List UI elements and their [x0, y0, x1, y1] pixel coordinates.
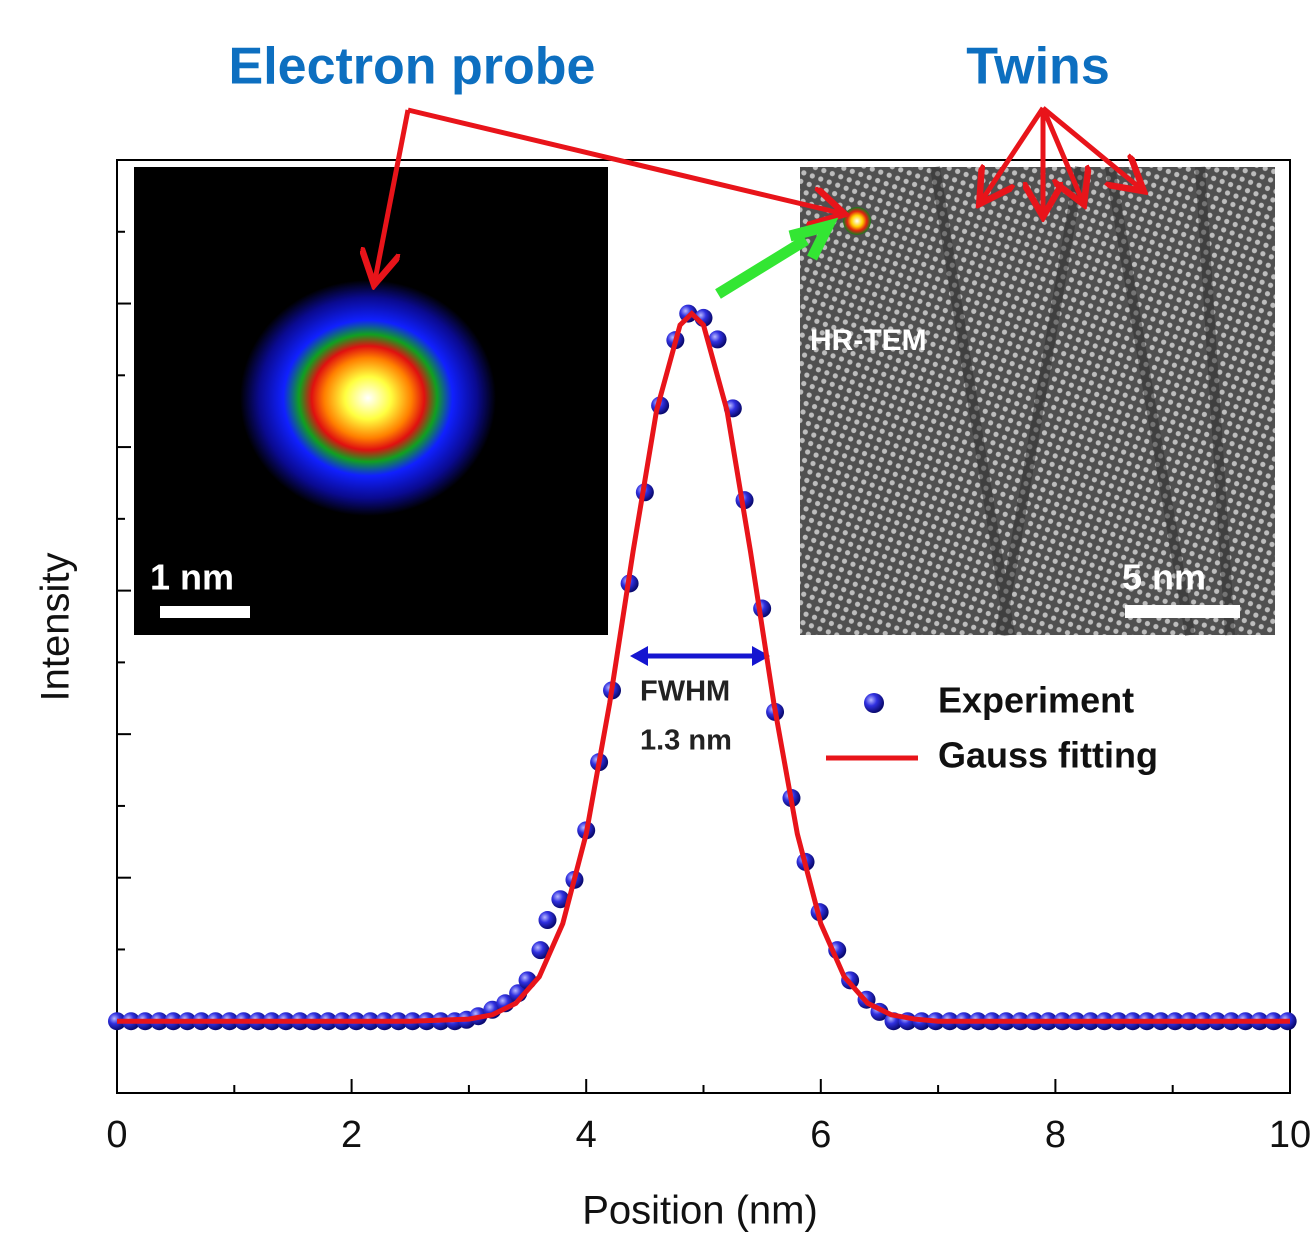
probe-inset: 1 nm: [134, 167, 608, 635]
x-tick-label: 10: [1269, 1114, 1311, 1156]
x-tick-label: 2: [341, 1114, 362, 1156]
x-tick-label: 8: [1045, 1114, 1066, 1156]
legend-label: Gauss fitting: [938, 735, 1158, 776]
x-tick-label: 4: [576, 1114, 597, 1156]
chart: 1 nm HR-TEM 5 nm Electron probe Twins FW…: [0, 0, 1315, 1252]
x-tick-label: 6: [810, 1114, 831, 1156]
hrtem-inset: HR-TEM 5 nm: [800, 167, 1275, 635]
annotation: Twins: [966, 38, 1109, 96]
annotation: FWHM: [640, 676, 730, 708]
scale-bar: [1125, 605, 1240, 618]
scale-label: 5 nm: [1122, 557, 1206, 598]
hrtem-label: HR-TEM: [810, 324, 927, 357]
y-axis-label: Intensity: [34, 553, 78, 702]
legend-marker: [864, 693, 884, 713]
x-tick-label: 0: [106, 1114, 127, 1156]
data-point: [538, 911, 556, 929]
fwhm-arrow: [630, 646, 770, 666]
scale-label: 1 nm: [150, 557, 234, 598]
annotation: Electron probe: [229, 38, 596, 96]
legend-label: Experiment: [938, 680, 1134, 721]
x-axis-label: Position (nm): [582, 1189, 818, 1233]
probe-dot: [843, 207, 871, 235]
scale-bar: [160, 606, 250, 618]
probe-spot: [240, 280, 496, 516]
annotation: 1.3 nm: [640, 725, 732, 757]
